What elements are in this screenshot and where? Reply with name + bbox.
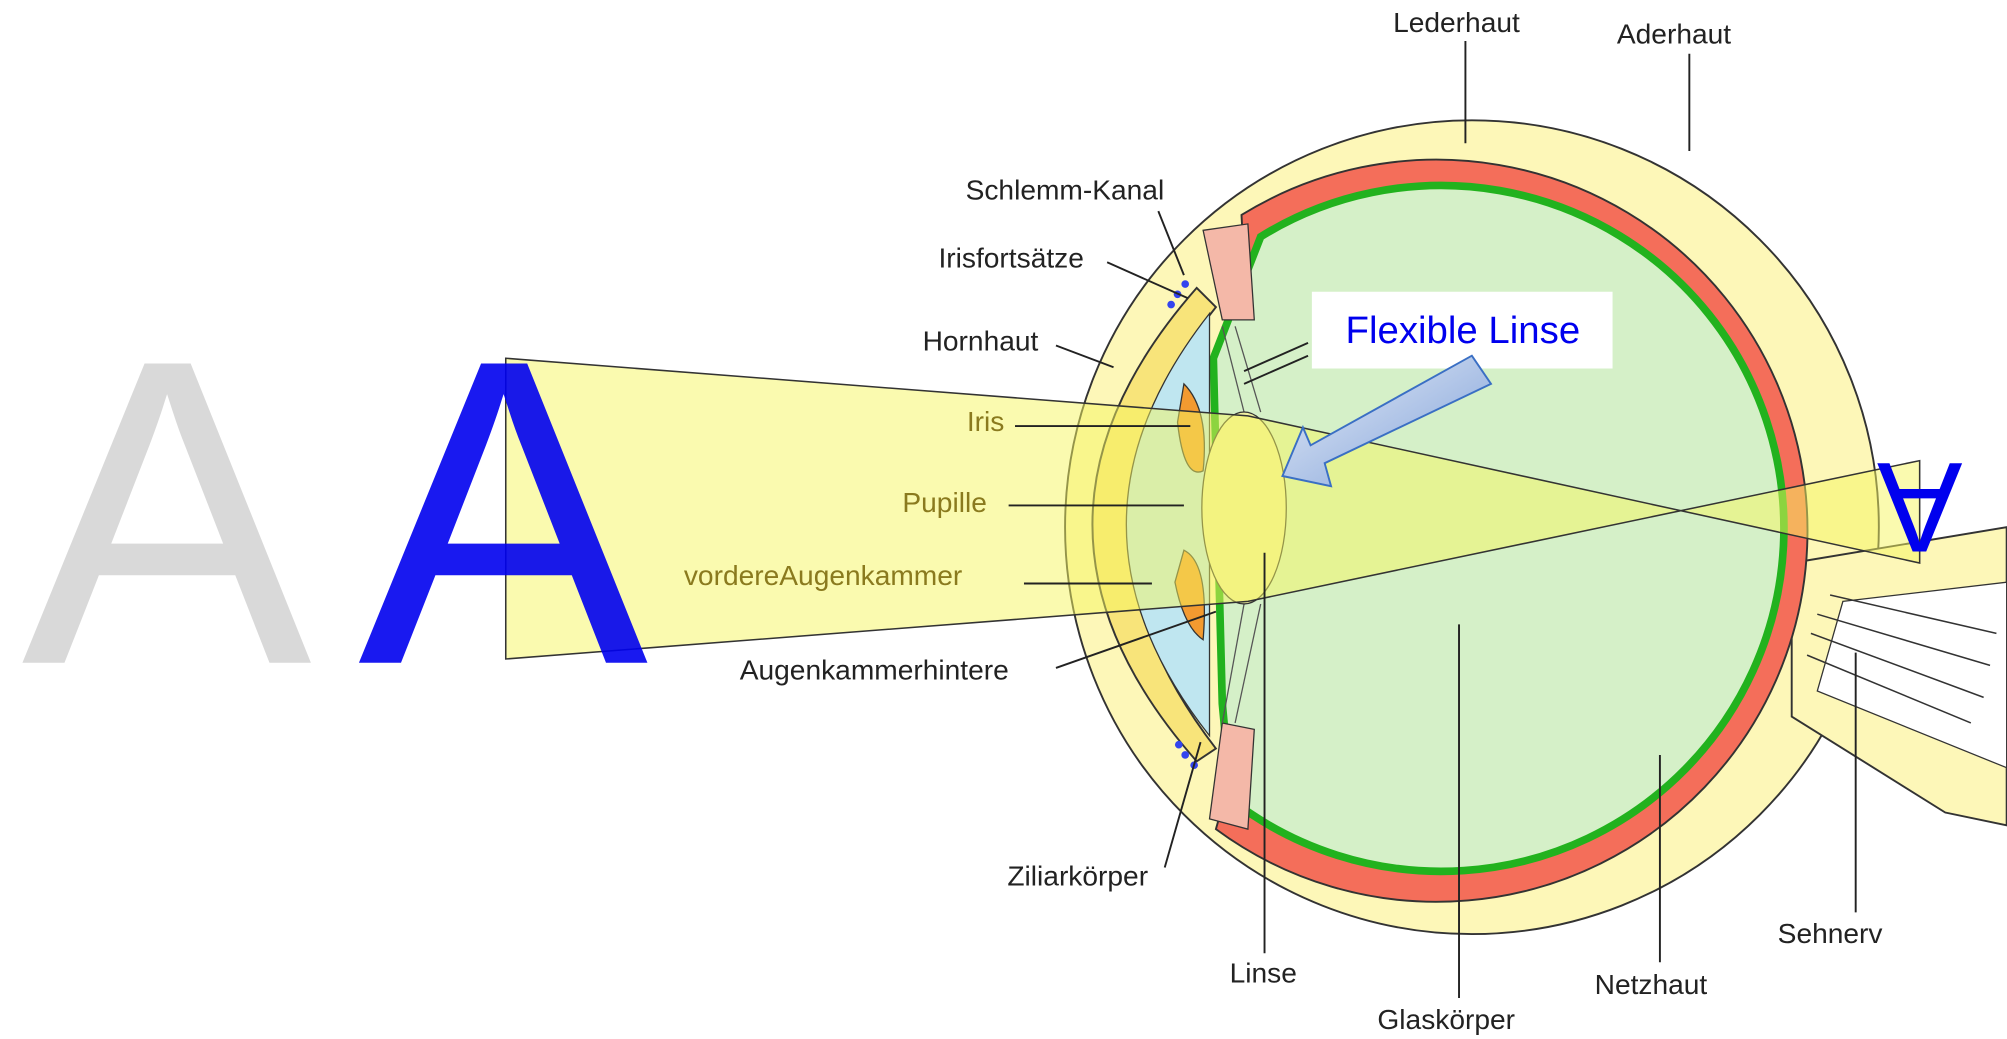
- label: Irisfortsätze: [938, 242, 1083, 273]
- label: Linse: [1230, 958, 1297, 989]
- label: Pupille: [902, 487, 986, 518]
- label: vordereAugenkammer: [684, 560, 962, 591]
- label: Glaskörper: [1377, 1004, 1515, 1035]
- eye-diagram: A A A Flexible Linse Lederhaut Aderhaut …: [0, 0, 2007, 1039]
- label: Hornhaut: [923, 326, 1039, 357]
- callout-text: Flexible Linse: [1346, 309, 1581, 352]
- label: Netzhaut: [1595, 969, 1708, 1000]
- object-letter-gray: A: [22, 270, 314, 756]
- label: Lederhaut: [1393, 7, 1520, 38]
- label: Aderhaut: [1617, 19, 1731, 50]
- object-letter: A: [358, 270, 650, 756]
- label: Augenkammerhintere: [740, 654, 1009, 685]
- label: Ziliarkörper: [1007, 860, 1148, 891]
- label: Sehnerv: [1778, 918, 1883, 949]
- label: Schlemm-Kanal: [966, 175, 1165, 206]
- label: Iris: [967, 406, 1005, 437]
- image-letter: A: [1876, 435, 1962, 578]
